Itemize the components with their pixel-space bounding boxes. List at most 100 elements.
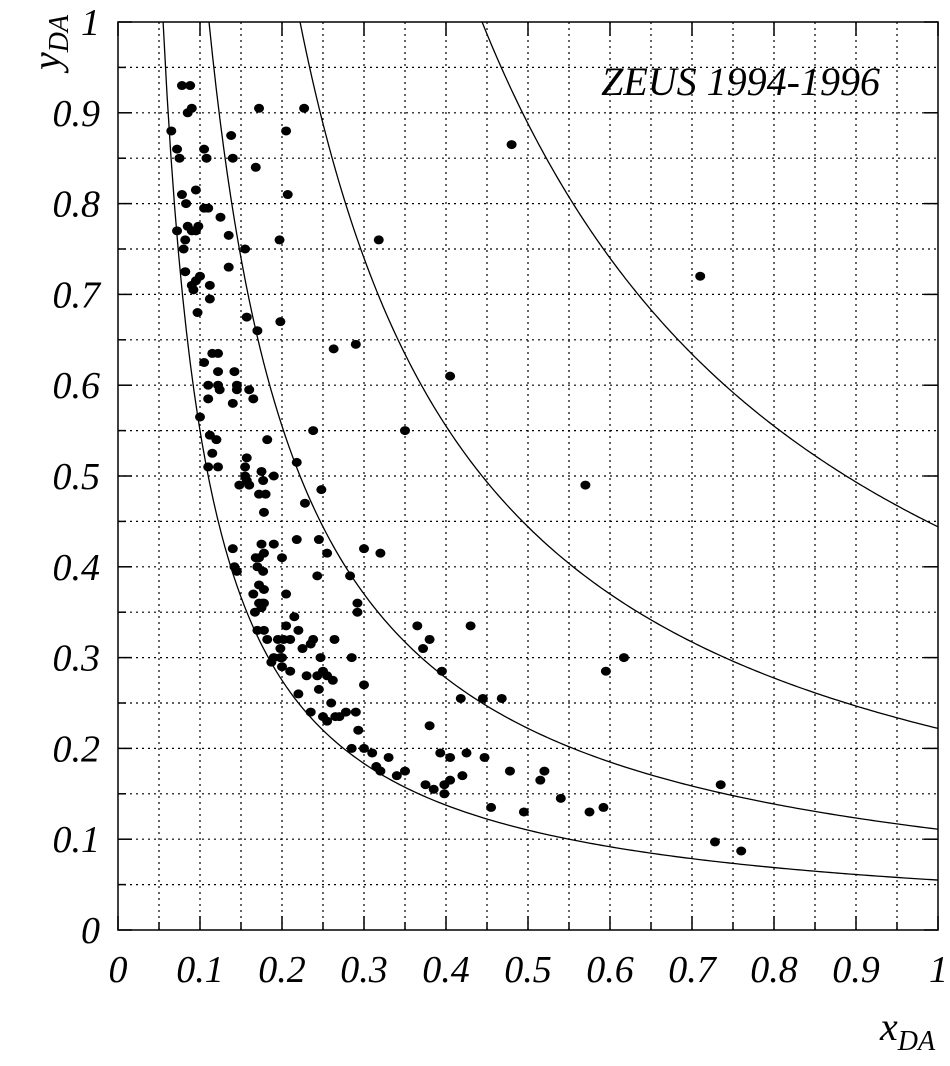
data-point <box>346 653 357 663</box>
kinematic-curve <box>162 21 939 881</box>
data-point <box>420 780 431 790</box>
data-point <box>461 748 472 758</box>
data-point <box>618 653 629 663</box>
y-tick-label: 0.5 <box>53 456 101 498</box>
data-point <box>289 612 300 622</box>
data-point <box>227 153 238 163</box>
data-point <box>375 548 386 558</box>
data-point <box>199 358 210 367</box>
data-point <box>240 462 251 472</box>
data-point <box>457 771 468 781</box>
y-tick-label: 1 <box>81 2 100 44</box>
data-point <box>293 689 304 699</box>
tick-layer <box>117 21 939 931</box>
x-tick-label: 0.2 <box>258 949 306 991</box>
data-point <box>258 507 269 517</box>
curve-layer <box>162 21 939 881</box>
data-point <box>293 625 304 635</box>
x-tick-label: 1 <box>929 949 948 991</box>
data-point <box>600 666 611 676</box>
data-point <box>244 480 255 490</box>
data-point <box>258 625 269 635</box>
y-tick-label: 0.8 <box>53 184 101 226</box>
y-tick-label: 0 <box>81 910 100 952</box>
x-tick-label: 0.7 <box>668 949 718 991</box>
data-point <box>266 657 277 667</box>
y-tick-label: 0.7 <box>53 274 103 316</box>
x-tick-label: 0.1 <box>176 949 224 991</box>
data-point <box>598 802 609 812</box>
data-point <box>313 535 324 545</box>
data-point <box>329 634 340 644</box>
data-point <box>375 766 386 776</box>
chart-annotation: ZEUS 1994-1996 <box>601 59 880 104</box>
data-point <box>584 807 595 817</box>
data-point <box>424 721 435 731</box>
data-point <box>172 226 183 236</box>
data-point <box>297 644 308 654</box>
y-axis-label: yDA <box>24 14 75 74</box>
data-point <box>424 634 435 644</box>
data-point <box>479 752 490 762</box>
data-point <box>203 462 214 472</box>
data-point <box>359 743 369 753</box>
data-point <box>186 103 197 113</box>
data-point <box>176 190 187 200</box>
data-point <box>180 267 191 277</box>
x-tick-label: 0.8 <box>750 949 798 991</box>
data-point <box>199 144 210 154</box>
data-point <box>180 235 191 245</box>
data-point <box>203 394 214 404</box>
data-point <box>277 553 287 563</box>
data-point <box>281 126 292 136</box>
x-tick-label: 0.4 <box>422 949 470 991</box>
data-point <box>214 385 225 395</box>
data-point <box>299 103 310 113</box>
data-point <box>277 653 287 663</box>
data-point <box>313 684 324 694</box>
point-layer <box>166 81 747 856</box>
data-point <box>258 548 269 558</box>
data-point <box>327 675 338 685</box>
data-point <box>465 621 476 631</box>
data-point <box>359 680 369 690</box>
data-point <box>445 775 456 785</box>
data-point <box>352 607 363 617</box>
data-point <box>486 802 497 812</box>
data-point <box>195 412 205 422</box>
data-point <box>282 190 293 200</box>
data-point <box>285 666 296 676</box>
data-point <box>248 589 259 599</box>
data-point <box>188 285 199 295</box>
y-tick-label: 0.9 <box>53 93 101 135</box>
data-point <box>580 480 591 490</box>
data-point <box>240 244 251 254</box>
data-point <box>326 698 337 708</box>
data-point <box>229 367 240 377</box>
data-point <box>436 666 447 676</box>
x-tick-label: 0.5 <box>504 949 552 991</box>
data-point <box>518 807 529 817</box>
data-point <box>367 748 378 758</box>
data-point <box>268 471 279 481</box>
data-point <box>328 344 339 354</box>
data-point <box>445 371 456 381</box>
data-point <box>418 644 429 654</box>
data-point <box>203 380 214 390</box>
x-tick-label: 0.9 <box>832 949 880 991</box>
data-point <box>260 489 271 499</box>
data-point <box>252 326 263 336</box>
data-point <box>383 752 394 762</box>
data-point <box>496 693 507 703</box>
data-point <box>249 607 260 617</box>
data-point <box>254 103 265 113</box>
data-point <box>204 280 215 290</box>
data-point <box>359 544 369 554</box>
data-point <box>291 535 302 545</box>
data-point <box>439 789 450 799</box>
data-point <box>445 752 456 762</box>
data-point <box>213 348 224 358</box>
data-point <box>455 693 466 703</box>
data-point <box>213 462 224 472</box>
data-point <box>223 262 234 272</box>
